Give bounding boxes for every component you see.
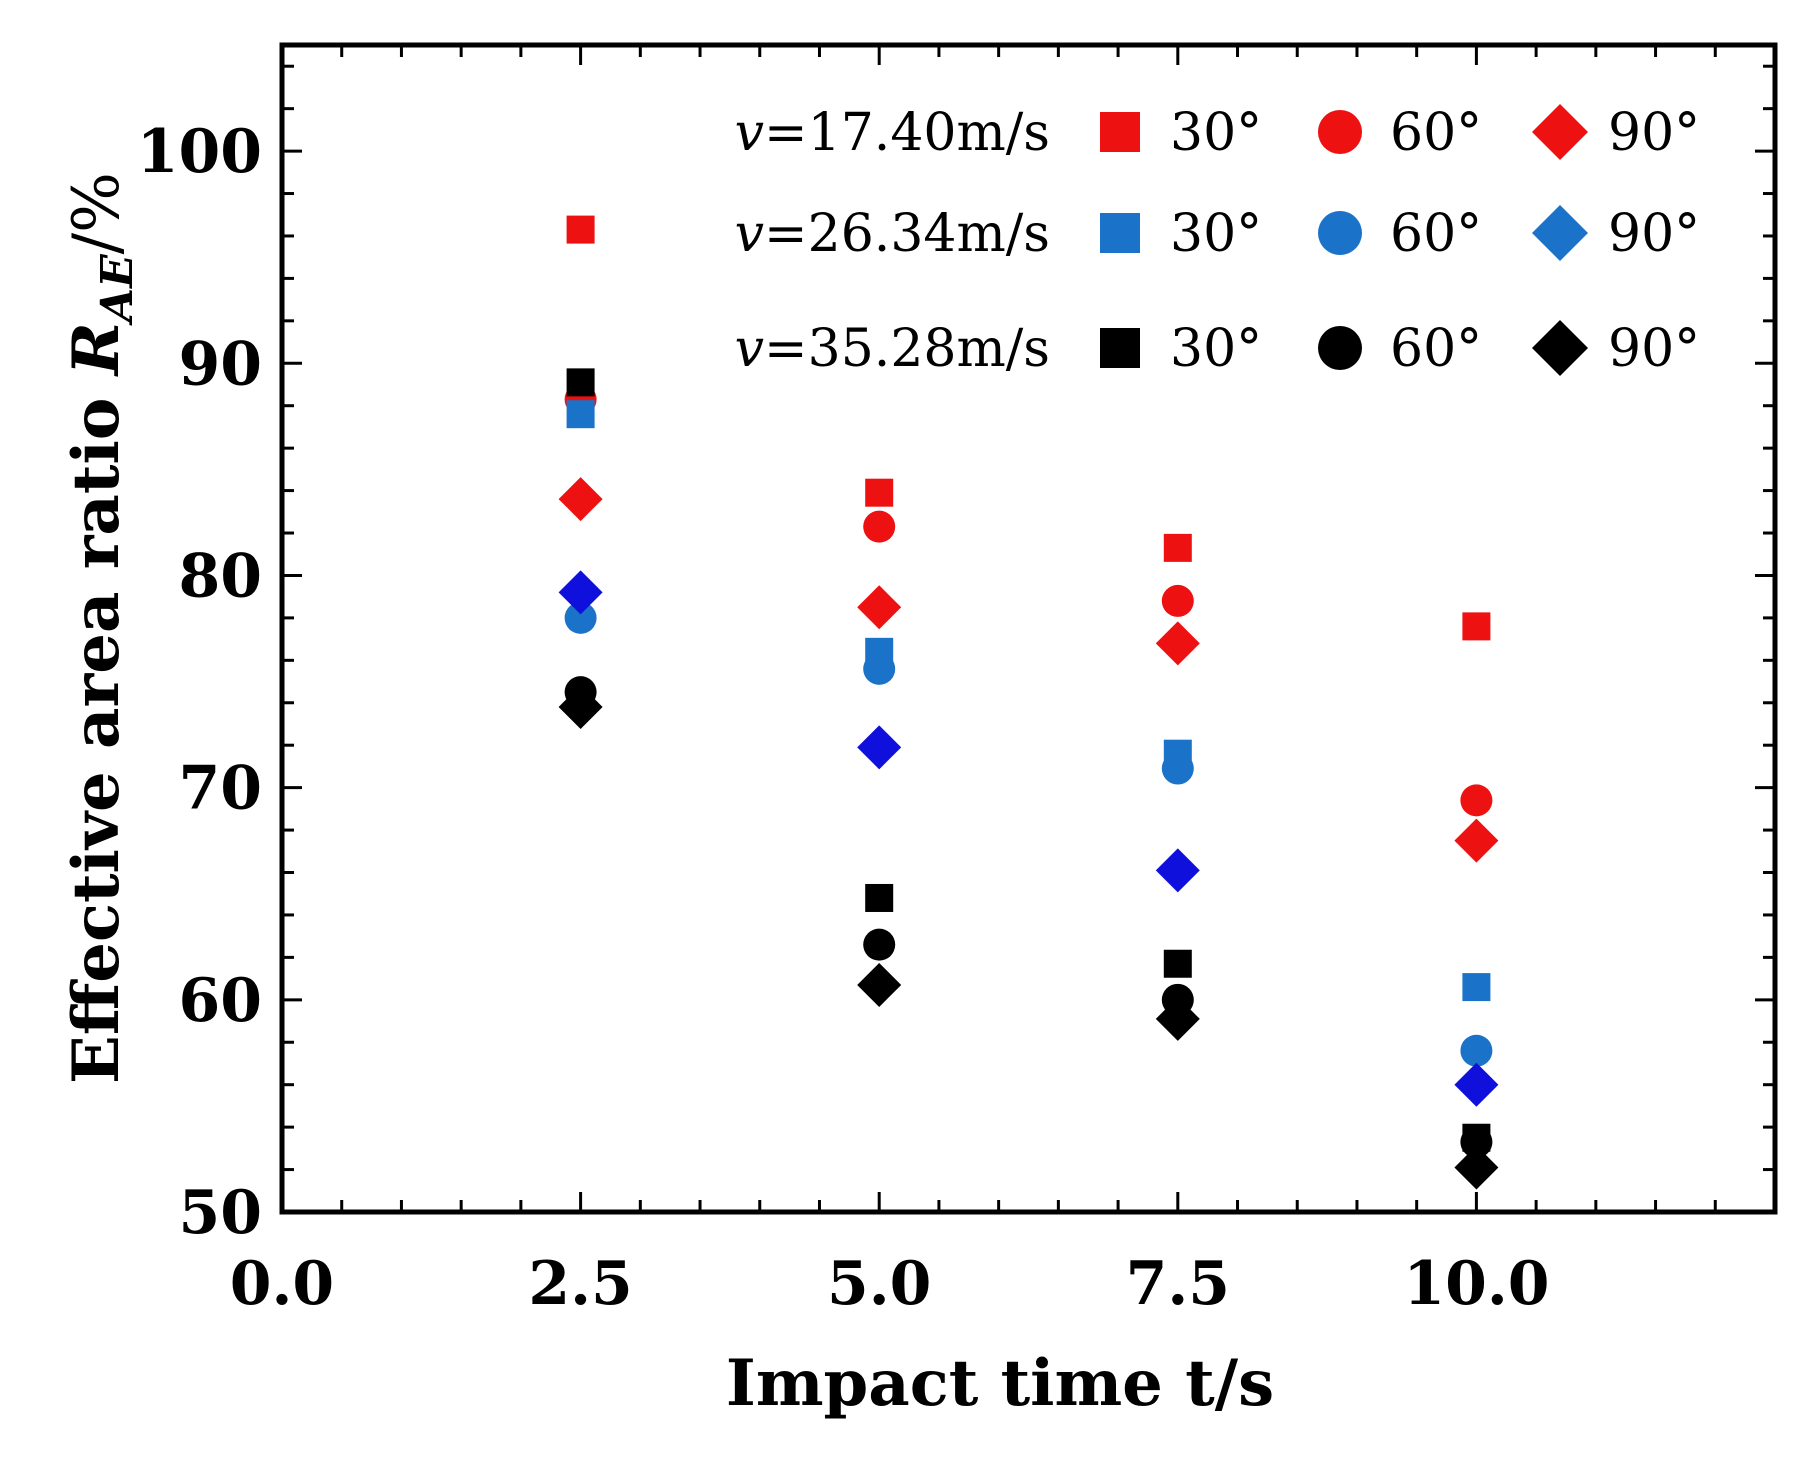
- data-point-square: [1462, 973, 1491, 1002]
- y-axis-title-subscript: AE: [92, 253, 143, 326]
- legend-speed-label: v=17.40m/s: [735, 103, 1050, 163]
- data-point-diamond: [558, 685, 603, 730]
- legend-v-symbol: v: [735, 319, 764, 379]
- x-axis-title: Impact time t/s: [726, 1346, 1274, 1421]
- x-tick-label: 2.5: [528, 1249, 632, 1319]
- legend-marker-square: [1100, 112, 1140, 152]
- legend-angle-label: 30°: [1170, 204, 1262, 264]
- data-point-diamond: [1155, 621, 1200, 666]
- legend-angle-label: 60°: [1390, 103, 1482, 163]
- legend-speed-label: v=35.28m/s: [735, 319, 1050, 379]
- data-point-circle: [1460, 1125, 1493, 1158]
- data-point-square: [566, 215, 595, 244]
- data-point-circle: [1161, 584, 1194, 617]
- data-point-square: [865, 883, 894, 912]
- y-axis-title-main: Effective area ratio: [59, 375, 134, 1084]
- data-point-circle: [1460, 784, 1493, 817]
- axis-tick-labels: 0.0 2.5 5.0 7.5 10.0 50 60 70 80 90 100: [137, 117, 1550, 1319]
- legend-marker-diamond: [1532, 205, 1588, 261]
- legend-angle-label: 90°: [1608, 319, 1700, 379]
- data-point-diamond: [857, 585, 902, 630]
- data-point-diamond: [558, 477, 603, 522]
- data-point-diamond: [1155, 996, 1200, 1041]
- y-tick-label: 80: [179, 541, 263, 611]
- legend-v-symbol: v: [735, 103, 764, 163]
- data-point-diamond: [558, 570, 603, 615]
- x-tick-label: 10.0: [1403, 1249, 1549, 1319]
- data-point-circle: [1161, 752, 1194, 785]
- data-point-square: [566, 368, 595, 397]
- legend-angle-label: 30°: [1170, 319, 1262, 379]
- data-point-diamond: [1454, 818, 1499, 863]
- legend-angle-label: 30°: [1170, 103, 1262, 163]
- data-point-diamond: [1454, 1062, 1499, 1107]
- y-tick-label: 70: [179, 754, 263, 824]
- data-point-square: [865, 478, 894, 507]
- data-point-circle: [863, 652, 896, 685]
- data-point-circle: [863, 928, 896, 961]
- x-tick-label: 7.5: [1126, 1249, 1230, 1319]
- data-points: [558, 215, 1499, 1190]
- y-axis-title-variable: R: [59, 322, 134, 377]
- legend-marker-square: [1100, 213, 1140, 253]
- legend-marker-circle: [1318, 211, 1362, 255]
- data-point-square: [1462, 612, 1491, 641]
- data-point-circle: [863, 510, 896, 543]
- x-tick-label: 5.0: [827, 1249, 931, 1319]
- data-point-square: [566, 400, 595, 429]
- legend-speed-label: v=26.34m/s: [735, 204, 1050, 264]
- legend-angle-label: 60°: [1390, 204, 1482, 264]
- data-point-diamond: [857, 962, 902, 1007]
- data-point-diamond: [1454, 1145, 1499, 1190]
- legend-marker-square: [1100, 328, 1140, 368]
- legend-angle-label: 90°: [1608, 103, 1700, 163]
- y-tick-label: 50: [179, 1178, 263, 1248]
- legend-speed-value: =35.28m/s: [764, 319, 1050, 379]
- y-axis-title: Effective area ratio RAE/%: [59, 172, 143, 1084]
- data-point-square: [1163, 533, 1192, 562]
- y-axis-title-unit: /%: [60, 172, 134, 254]
- legend-v-symbol: v: [735, 204, 764, 264]
- legend: v=17.40m/s 30° 60° 90°v=26.34m/s 30° 60° 90°v=…: [735, 103, 1701, 379]
- data-point-square: [1163, 949, 1192, 978]
- data-point-diamond: [857, 725, 902, 770]
- legend-speed-value: =26.34m/s: [764, 204, 1050, 264]
- y-tick-label: 100: [137, 117, 262, 187]
- legend-speed-value: =17.40m/s: [764, 103, 1050, 163]
- legend-marker-circle: [1318, 326, 1362, 370]
- plot-frame: [279, 42, 1778, 1215]
- data-point-diamond: [1155, 848, 1200, 893]
- axis-ticks: [280, 45, 1777, 1214]
- x-tick-label: 0.0: [230, 1249, 334, 1319]
- legend-angle-label: 60°: [1390, 319, 1482, 379]
- legend-marker-diamond: [1532, 320, 1588, 376]
- data-point-circle: [564, 601, 597, 634]
- y-tick-label: 60: [179, 966, 263, 1036]
- legend-marker-circle: [1318, 110, 1362, 154]
- legend-marker-diamond: [1532, 104, 1588, 160]
- y-tick-label: 90: [179, 329, 263, 399]
- data-point-circle: [1460, 1034, 1493, 1067]
- legend-angle-label: 90°: [1608, 204, 1700, 264]
